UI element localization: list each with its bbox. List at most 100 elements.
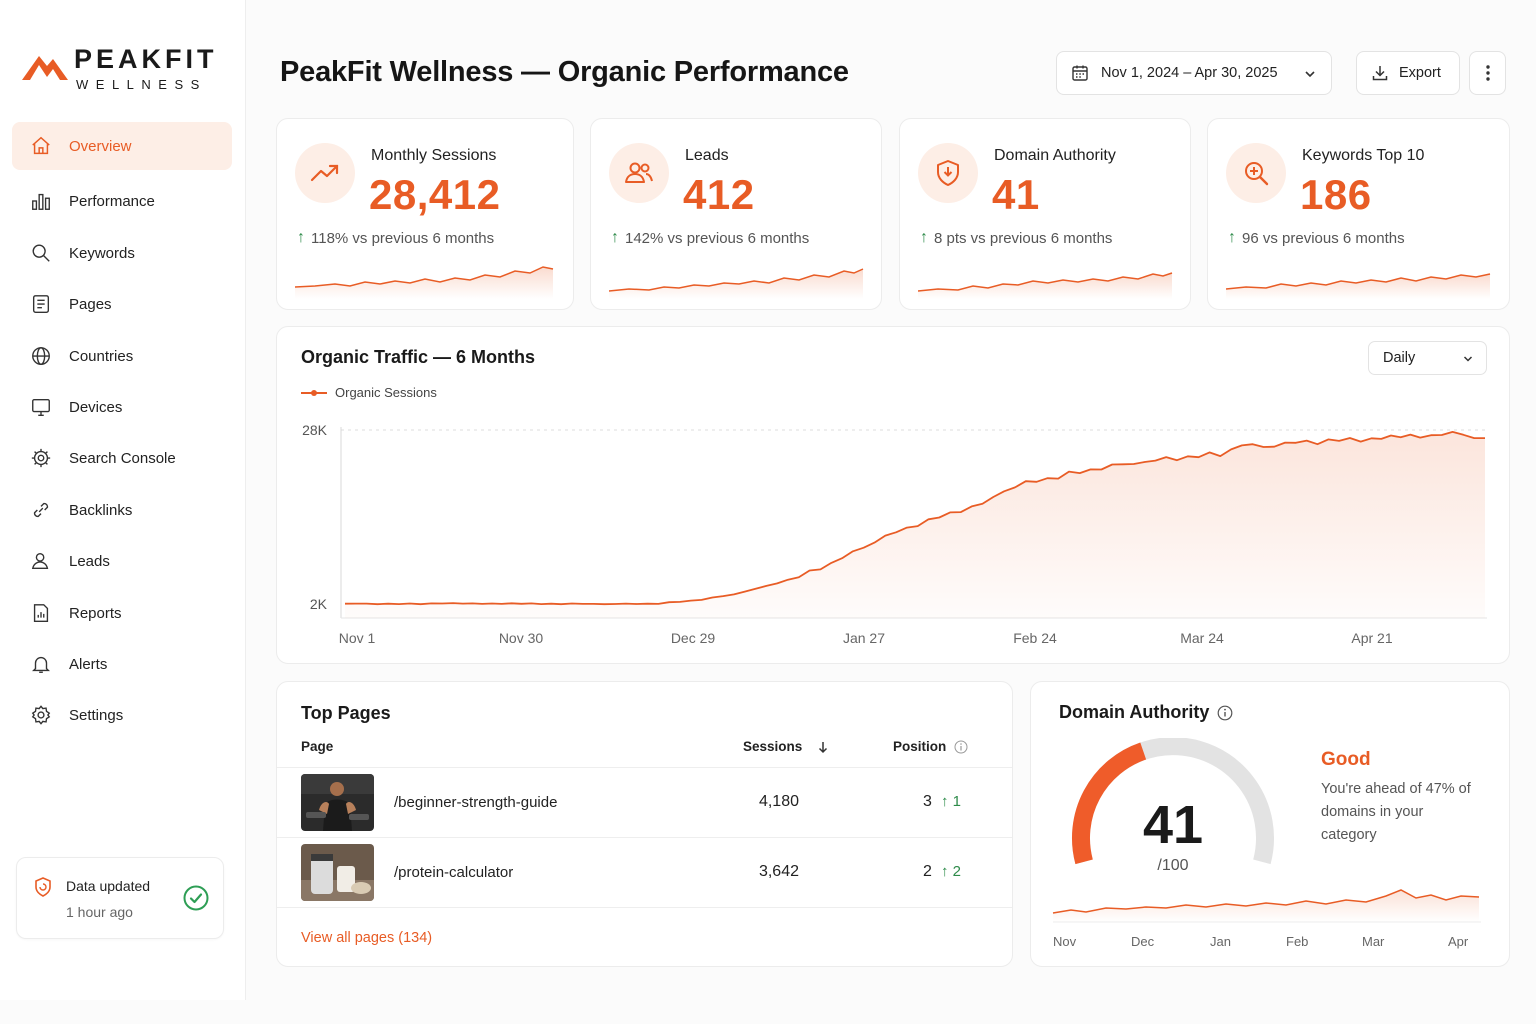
data-updated-time: 1 hour ago — [66, 904, 133, 920]
sidebar-item-pages[interactable]: Pages — [12, 280, 232, 328]
granularity-select[interactable]: Daily — [1368, 341, 1487, 375]
kpi-label: Leads — [685, 147, 729, 164]
mountain-logo-icon — [22, 56, 68, 80]
date-range-picker[interactable]: Nov 1, 2024 – Apr 30, 2025 — [1056, 51, 1332, 95]
kpi-card-domain-authority[interactable]: Domain Authority 41 ↑ 8 pts vs previous 6… — [899, 118, 1191, 310]
domain-authority-trend — [1052, 889, 1481, 923]
sidebar-item-label: Devices — [69, 398, 123, 416]
top-pages-title: Top Pages — [301, 703, 391, 723]
user-icon — [28, 548, 54, 574]
sidebar-item-backlinks[interactable]: Backlinks — [12, 486, 232, 534]
column-header-sessions[interactable]: Sessions — [743, 739, 830, 754]
x-tick-labels: Nov 1 Nov 30 Dec 29 Jan 27 Feb 24 Mar 24 Apr 2… — [339, 630, 1393, 646]
kpi-value: 41 — [992, 171, 1040, 218]
arrow-up-icon: ↑ — [297, 229, 305, 246]
sidebar-item-search-console[interactable]: Search Console — [12, 434, 232, 482]
sidebar-item-label: Alerts — [69, 655, 108, 673]
sidebar-item-alerts[interactable]: Alerts — [12, 640, 232, 688]
brand-logo[interactable]: PEAKFIT WELLNESS — [22, 44, 232, 94]
kpi-value: 186 — [1300, 171, 1372, 218]
export-button[interactable]: Export — [1356, 51, 1460, 95]
x-tick-label: Dec 29 — [671, 630, 716, 646]
home-icon — [28, 133, 54, 159]
sidebar-item-reports[interactable]: Reports — [12, 589, 232, 637]
download-icon — [1372, 66, 1388, 81]
legend-line-marker-icon — [301, 389, 327, 396]
info-icon — [954, 740, 968, 753]
data-updated-card: Data updated 1 hour ago — [16, 857, 224, 939]
sidebar-item-devices[interactable]: Devices — [12, 383, 232, 431]
page-path[interactable]: /beginner-strength-guide — [394, 794, 558, 811]
month-label: Jan — [1210, 934, 1231, 949]
sidebar-item-label: Backlinks — [69, 501, 133, 519]
page-thumbnail-strength — [301, 774, 374, 831]
table-row[interactable]: /protein-calculator 3,642 2 ↑ 2 — [277, 837, 1012, 907]
kpi-card-monthly-sessions[interactable]: Monthly Sessions 28,412 ↑ 118% vs previou… — [276, 118, 574, 310]
kpi-delta: ↑ 142% vs previous 6 months — [611, 229, 809, 247]
gear-icon — [28, 702, 54, 728]
domain-authority-description: You're ahead of 47% of domains in your c… — [1321, 781, 1471, 843]
sort-descending-icon — [819, 741, 828, 753]
sidebar-item-label: Overview — [69, 137, 132, 155]
domain-authority-status: Good — [1321, 749, 1371, 770]
sidebar-item-keywords[interactable]: Keywords — [12, 229, 232, 277]
kpi-sparkline — [1226, 273, 1491, 299]
legend-label: Organic Sessions — [335, 385, 437, 400]
link-icon — [28, 497, 54, 523]
domain-authority-title-text: Domain Authority — [1059, 702, 1210, 722]
sidebar-item-leads[interactable]: Leads — [12, 537, 232, 585]
trend-up-icon — [295, 143, 355, 203]
arrow-up-icon: ↑ — [941, 793, 953, 810]
chevron-down-icon — [1305, 71, 1315, 78]
column-header-page[interactable]: Page — [301, 739, 333, 754]
row-divider — [277, 907, 1012, 908]
page-sessions: 3,642 — [758, 863, 799, 880]
top-pages-card: Top Pages Page Sessions Position /beginn… — [276, 681, 1013, 967]
sidebar-item-performance[interactable]: Performance — [12, 177, 232, 225]
page-title: PeakFit Wellness — Organic Performance — [280, 56, 849, 88]
kpi-delta-text: 118% vs previous 6 months — [311, 229, 495, 247]
month-label: Nov — [1053, 934, 1077, 949]
sidebar-item-countries[interactable]: Countries — [12, 332, 232, 380]
sidebar-item-overview[interactable]: Overview — [12, 122, 232, 170]
calendar-icon — [1072, 65, 1088, 81]
sidebar-item-label: Leads — [69, 552, 110, 570]
kpi-delta-text: 8 pts vs previous 6 months — [934, 229, 1113, 247]
domain-authority-max: /100 — [1157, 857, 1189, 874]
x-tick-label: Feb 24 — [1013, 630, 1057, 646]
x-tick-label: Apr 21 — [1351, 630, 1392, 646]
traffic-line — [344, 431, 1485, 606]
sidebar-item-label: Performance — [69, 192, 155, 210]
kpi-card-leads[interactable]: Leads 412 ↑ 142% vs previous 6 months — [590, 118, 882, 310]
month-label: Mar — [1362, 934, 1385, 949]
x-tick-label: Jan 27 — [843, 630, 885, 646]
sidebar-item-label: Reports — [69, 604, 122, 622]
view-all-pages-link[interactable]: View all pages (134) — [301, 930, 433, 946]
organic-traffic-card: 28K 2K Nov 1 Nov 30 Dec 29 Jan 27 Feb 24 Mar … — [276, 326, 1510, 664]
y-tick-label: 2K — [310, 596, 328, 612]
organic-traffic-chart: 28K 2K Nov 1 Nov 30 Dec 29 Jan 27 Feb 24 Mar … — [302, 422, 1487, 646]
kpi-delta: ↑ 118% vs previous 6 months — [297, 229, 494, 247]
export-label: Export — [1399, 65, 1441, 81]
zoom-in-icon — [1226, 143, 1286, 203]
more-options-button[interactable] — [1469, 51, 1506, 95]
month-label: Apr — [1448, 934, 1469, 949]
page-path[interactable]: /protein-calculator — [394, 864, 514, 881]
table-row[interactable]: /beginner-strength-guide 4,180 3 ↑ 1 — [277, 767, 1012, 837]
bar-chart-icon — [28, 188, 54, 214]
month-label: Dec — [1131, 934, 1155, 949]
shield-icon — [918, 143, 978, 203]
info-icon[interactable] — [1217, 705, 1233, 721]
sidebar-item-settings[interactable]: Settings — [12, 691, 232, 739]
column-header-label: Sessions — [743, 739, 803, 754]
position-change: ↑ 2 — [941, 863, 961, 880]
arrow-up-icon: ↑ — [611, 229, 619, 246]
sidebar-item-label: Search Console — [69, 449, 176, 467]
chart-legend[interactable]: Organic Sessions — [301, 385, 437, 400]
refresh-shield-icon — [35, 877, 51, 897]
kpi-card-keywords-top10[interactable]: Keywords Top 10 186 ↑ 96 vs previous 6 mo… — [1207, 118, 1510, 310]
brand-subtitle: WELLNESS — [76, 77, 207, 92]
arrow-up-icon: ↑ — [941, 863, 953, 880]
column-header-position[interactable]: Position — [893, 739, 968, 754]
monitor-icon — [28, 394, 54, 420]
